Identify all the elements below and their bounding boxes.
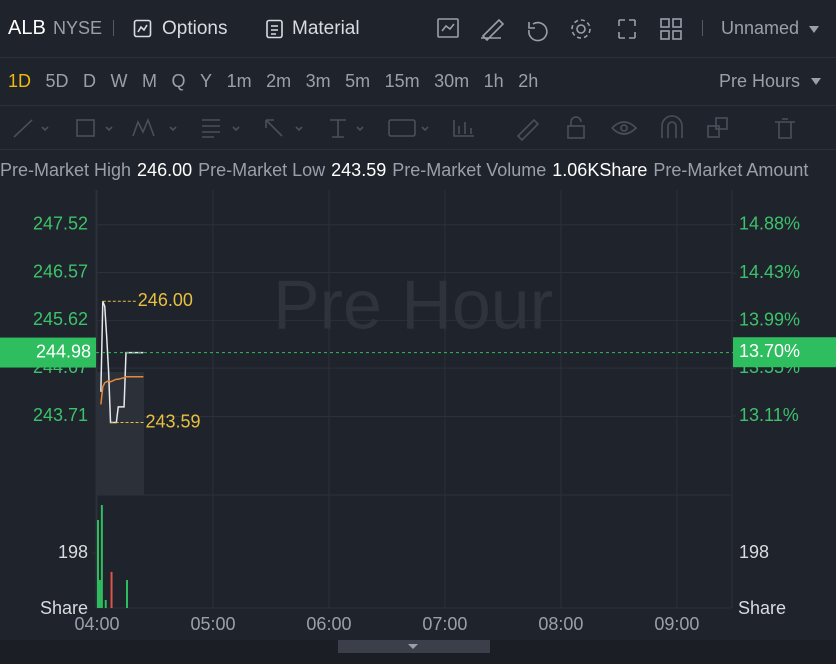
dropdown-arrow[interactable] <box>808 25 820 35</box>
last-price-tag <box>0 337 96 368</box>
annotation-label: 243.59 <box>146 411 201 431</box>
price-line <box>100 375 144 405</box>
material-icon[interactable] <box>265 19 285 39</box>
volume-unit: Share <box>738 598 786 618</box>
x-tick-label: 07:00 <box>422 614 467 634</box>
period-bar: Pre Hours 1D 5D D W M Q Y 1m 2m 3m 5m 15m 30m 1h 2h <box>0 58 836 105</box>
period-button[interactable]: M <box>142 71 158 91</box>
x-tick-label: 08:00 <box>538 614 583 634</box>
volume-bar <box>110 571 113 608</box>
stat-value: 246.00 <box>137 159 193 180</box>
stat-label: Pre-Market Low <box>198 159 326 180</box>
stats-bar: Pre-Market High 246.00 Pre-Market Low 243.5… <box>0 150 836 190</box>
grid <box>95 190 733 609</box>
period-button[interactable]: W <box>110 71 128 91</box>
period-button[interactable]: 5m <box>345 71 371 91</box>
drawing-toolbar <box>0 105 836 150</box>
period-button[interactable]: 1D <box>8 71 32 91</box>
x-tick-label: 05:00 <box>190 614 235 634</box>
y-tick-label: 244.67 <box>33 357 88 377</box>
stat-label: Pre-Market High <box>0 159 132 180</box>
divider <box>702 20 703 36</box>
volume-bar <box>125 579 128 608</box>
y-tick-label: 247.52 <box>33 213 88 233</box>
bottom-bar <box>0 640 836 664</box>
x-tick-label: 04:00 <box>74 614 119 634</box>
exchange: NYSE <box>53 18 103 38</box>
stat-label: Pre-Market Amount <box>653 159 809 180</box>
stat-label: Pre-Market Volume <box>392 159 547 180</box>
volume-tick-label: 198 <box>739 542 769 562</box>
stat-value: 243.59 <box>331 159 387 180</box>
annotation-label: 246.00 <box>138 290 193 310</box>
x-tick-label: 09:00 <box>654 614 699 634</box>
symbol: ALB <box>8 17 46 39</box>
volume-bar <box>97 519 99 608</box>
toolbar-icons[interactable] <box>435 16 685 42</box>
y2-tick-label: 13.99% <box>739 310 800 330</box>
period-button[interactable]: D <box>83 71 97 91</box>
scroll-handle[interactable] <box>338 640 490 653</box>
x-tick-label: 06:00 <box>306 614 351 634</box>
last-change-label: 13.70% <box>739 341 800 361</box>
volume-unit: Share <box>40 598 88 618</box>
period-button[interactable]: 30m <box>434 71 470 91</box>
volume-bar <box>98 579 101 608</box>
drawing-tools[interactable] <box>0 106 836 150</box>
y-tick-label: 246.57 <box>33 261 88 281</box>
stat-value: 1.06KShare <box>552 159 648 180</box>
top-bar: ALB NYSE Options Material Unnamed <box>0 0 836 58</box>
price-line <box>100 300 144 424</box>
volume-tick-label: 198 <box>58 542 88 562</box>
session-select[interactable]: Pre Hours <box>719 71 801 91</box>
period-button[interactable]: 5D <box>45 71 69 91</box>
period-button[interactable]: 15m <box>384 71 420 91</box>
material-button[interactable]: Material <box>292 17 360 39</box>
y-tick-label: 245.62 <box>33 309 88 329</box>
y2-tick-label: 14.43% <box>739 262 800 282</box>
period-button[interactable]: 2h <box>518 71 539 91</box>
options-button[interactable]: Options <box>162 17 228 39</box>
chart-background <box>0 190 836 664</box>
scroll-arrow[interactable] <box>408 644 418 649</box>
y2-tick-label: 14.88% <box>739 213 800 233</box>
volume-bar <box>104 599 107 608</box>
period-button[interactable]: 3m <box>305 71 331 91</box>
period-button[interactable]: Q <box>171 71 186 91</box>
options-icon[interactable] <box>133 19 153 39</box>
period-button[interactable]: 1m <box>226 71 252 91</box>
layout-name[interactable]: Unnamed <box>721 18 800 38</box>
period-button[interactable]: 1h <box>483 71 504 91</box>
watermark: Pre Hour <box>273 265 553 343</box>
divider <box>113 20 114 36</box>
last-change-tag <box>733 337 836 368</box>
last-price-label: 244.98 <box>36 341 91 361</box>
y2-tick-label: 13.11% <box>739 405 799 425</box>
period-button[interactable]: Y <box>200 71 213 91</box>
period-button[interactable]: 2m <box>266 71 292 91</box>
volume-bar <box>100 504 103 608</box>
y-tick-label: 243.71 <box>33 405 88 425</box>
dropdown-arrow[interactable] <box>810 77 822 87</box>
session-shade <box>97 372 144 495</box>
y2-tick-label: 13.55% <box>739 357 800 377</box>
